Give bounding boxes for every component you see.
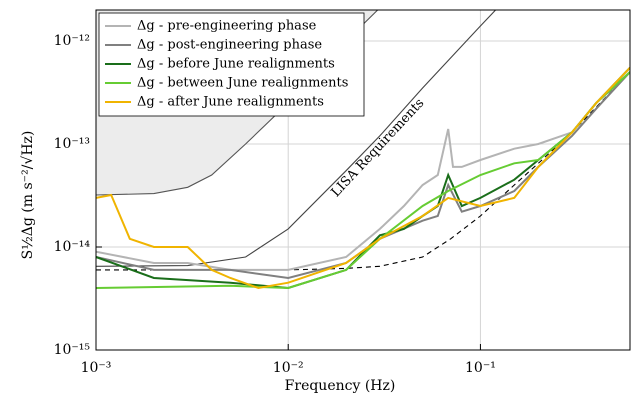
y-axis-label: S½Δg (m s⁻²/√Hz)	[20, 131, 36, 260]
legend-box	[98, 12, 365, 117]
legend-label: Δg - pre-engineering phase	[137, 19, 317, 34]
x-axis-label: Frequency (Hz)	[285, 378, 396, 394]
legend-label: Δg - before June realignments	[137, 57, 335, 72]
x-tick-label: 10⁻³	[81, 360, 112, 376]
y-tick-label: 10⁻¹³	[54, 136, 90, 152]
y-tick-label: 10⁻¹²	[54, 33, 90, 49]
x-tick-label: 10⁻¹	[465, 360, 496, 376]
y-tick-label: 10⁻¹⁵	[54, 342, 91, 358]
plot-frame	[95, 9, 631, 351]
reference-line	[96, 10, 496, 267]
reference-line	[96, 71, 630, 271]
legend-label: Δg - between June realignments	[137, 76, 348, 91]
y-tick-label: 10⁻¹⁴	[54, 239, 91, 255]
x-tick-label: 10⁻²	[273, 360, 304, 376]
legend-label: Δg - after June realignments	[137, 95, 324, 110]
legend-label: Δg - post-engineering phase	[137, 38, 322, 53]
series-line	[96, 67, 630, 290]
